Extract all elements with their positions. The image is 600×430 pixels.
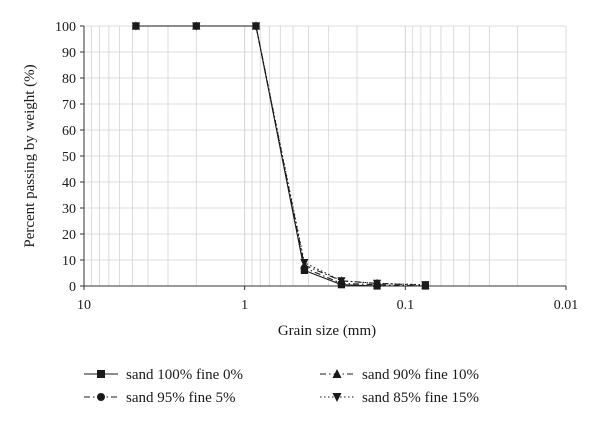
x-tick-label: 0.1: [397, 298, 415, 313]
y-tick-label: 40: [62, 176, 76, 191]
legend-marker: [97, 370, 105, 378]
series-marker: [192, 22, 201, 31]
legend-item: sand 100% fine 0%: [84, 367, 243, 383]
legend-marker: [332, 393, 342, 402]
y-tick-label: 60: [62, 124, 76, 139]
y-tick-label: 80: [62, 72, 76, 87]
y-tick-label: 30: [62, 202, 76, 217]
y-tick-label: 10: [62, 254, 76, 269]
legend-label: sand 95% fine 5%: [126, 390, 236, 406]
legend-label: sand 85% fine 15%: [362, 390, 479, 406]
y-tick-label: 50: [62, 150, 76, 165]
legend-item: sand 85% fine 15%: [320, 390, 479, 406]
x-tick-label: 1: [241, 298, 248, 313]
y-tick-label: 90: [62, 46, 76, 61]
legend: sand 100% fine 0% sand 95% fine 5% sand 90…: [84, 367, 479, 406]
x-axis-title: Grain size (mm): [278, 323, 376, 339]
x-tick-label: 10: [77, 298, 91, 313]
y-tick-label: 100: [55, 20, 76, 35]
legend-label: sand 90% fine 10%: [362, 367, 479, 383]
legend-marker: [332, 369, 342, 378]
y-tick-label: 0: [69, 280, 76, 295]
axes-layer: [80, 25, 567, 290]
series-marker: [337, 277, 346, 286]
y-tick-label: 70: [62, 98, 76, 113]
series-marker: [131, 22, 141, 31]
legend-label: sand 100% fine 0%: [126, 367, 243, 383]
y-tick-label: 20: [62, 228, 76, 243]
grid-layer: [83, 25, 567, 287]
series-marker: [251, 22, 261, 31]
series-marker: [372, 279, 382, 288]
series-marker: [421, 281, 430, 290]
y-axis-title: Percent passing by weight (%): [22, 64, 38, 247]
legend-item: sand 95% fine 5%: [84, 390, 236, 406]
legend-item: sand 90% fine 10%: [320, 367, 479, 383]
legend-marker: [97, 393, 105, 401]
x-tick-label: 0.01: [554, 298, 579, 313]
series-layer: [131, 21, 430, 290]
series-marker: [300, 259, 309, 268]
series-4: [131, 22, 430, 290]
